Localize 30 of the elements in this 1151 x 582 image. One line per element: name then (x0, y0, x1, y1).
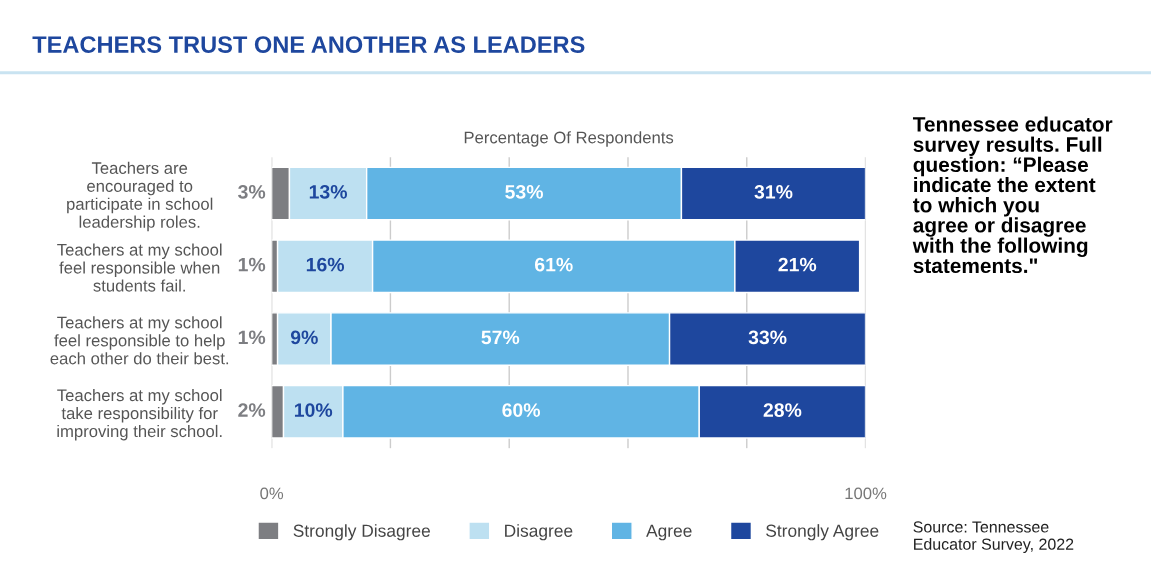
data-label: 16% (306, 257, 345, 272)
data-label: 33% (748, 330, 787, 345)
legend-label: Disagree (505, 524, 573, 541)
data-label: 1% (238, 257, 266, 272)
y-tick-label: Teachers are encouraged to participate in school leadership roles. (67, 161, 213, 232)
x-tick-label: 100% (845, 487, 887, 500)
data-label: 28% (763, 403, 802, 417)
data-label: 13% (309, 184, 347, 199)
y-tick-label: Teachers at my school feel responsible when students fail. (57, 243, 222, 292)
data-label: 2% (238, 403, 266, 417)
source-note: Source: Tennessee Educator Survey, 2022 (913, 521, 1074, 553)
data-label: 3% (238, 184, 266, 199)
x-tick-label: 0% (260, 487, 284, 500)
data-label: 61% (535, 257, 573, 272)
data-label: 21% (778, 257, 817, 272)
data-label: 57% (481, 330, 520, 345)
legend-label: Strongly Agree (766, 524, 879, 541)
x-axis-title: Percentage Of Respondents (464, 131, 674, 147)
data-label: 31% (754, 184, 793, 199)
legend-label: Agree (646, 524, 692, 541)
data-label: 53% (505, 184, 543, 199)
data-label: 9% (290, 330, 318, 345)
y-tick-label: Teachers at my school feel responsible to help each other do their best. (50, 316, 229, 365)
data-label: 10% (294, 403, 333, 417)
data-label: 60% (502, 403, 541, 417)
data-label: 1% (238, 330, 266, 345)
legend-label: Strongly Disagree (293, 524, 430, 541)
text: Tennessee educator survey results. Full question: “Please indicate the extent to which you agree or disagree with the following statements." (912, 116, 1113, 274)
y-tick-label: Teachers at my school take responsibility for improving their school. (57, 388, 222, 441)
chart-title: TEACHERS TRUST ONE ANOTHER AS LEADERS (32, 36, 585, 53)
